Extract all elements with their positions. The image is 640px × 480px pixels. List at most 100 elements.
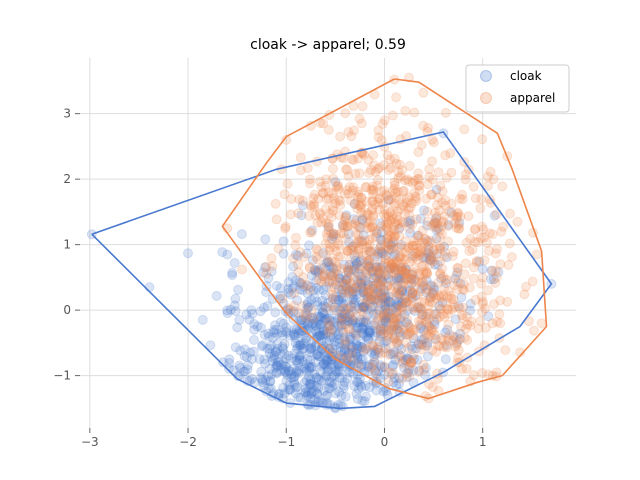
point-apparel <box>382 330 393 341</box>
point-cloak <box>386 240 397 251</box>
point-apparel <box>435 180 446 191</box>
point-cloak <box>325 332 336 342</box>
point-apparel <box>414 270 425 281</box>
point-apparel <box>366 362 377 373</box>
point-apparel <box>401 194 412 205</box>
point-cloak <box>312 311 323 321</box>
point-apparel <box>443 336 454 346</box>
point-cloak <box>328 263 339 274</box>
point-apparel <box>413 268 424 279</box>
point-apparel <box>459 279 469 290</box>
point-cloak <box>346 341 357 352</box>
point-apparel <box>353 189 364 200</box>
point-apparel <box>378 265 389 276</box>
point-apparel <box>306 304 317 315</box>
point-apparel <box>452 262 463 273</box>
point-apparel <box>357 236 368 247</box>
chart-title: cloak -> apparel; 0.59 <box>250 37 406 53</box>
point-cloak <box>257 374 268 385</box>
point-apparel <box>343 287 354 297</box>
point-apparel <box>362 287 373 298</box>
point-apparel <box>461 237 472 248</box>
point-cloak <box>340 280 351 291</box>
point-cloak <box>372 251 383 262</box>
point-apparel <box>452 207 463 218</box>
point-apparel <box>305 200 316 211</box>
point-cloak <box>423 244 434 255</box>
point-cloak <box>426 251 437 262</box>
point-apparel <box>441 298 451 309</box>
point-cloak <box>454 217 465 228</box>
point-cloak <box>396 285 407 296</box>
point-apparel <box>383 349 394 360</box>
point-cloak <box>355 255 366 266</box>
point-apparel <box>324 245 335 256</box>
point-apparel <box>338 288 349 299</box>
point-apparel <box>455 193 465 204</box>
point-apparel <box>479 255 490 266</box>
point-cloak <box>360 316 371 327</box>
point-cloak <box>358 301 369 312</box>
point-cloak <box>356 381 367 392</box>
point-apparel <box>416 242 427 253</box>
point-cloak <box>406 341 417 352</box>
point-cloak <box>318 375 329 386</box>
point-apparel <box>345 288 356 299</box>
point-cloak <box>357 322 367 333</box>
point-cloak <box>355 338 366 349</box>
point-cloak <box>364 382 375 393</box>
point-cloak <box>402 286 413 297</box>
point-cloak <box>280 366 291 377</box>
point-cloak <box>320 370 331 381</box>
point-apparel <box>355 200 366 211</box>
point-cloak <box>348 306 359 317</box>
point-apparel <box>390 187 401 198</box>
point-apparel <box>346 345 357 356</box>
point-apparel <box>460 323 471 334</box>
point-cloak <box>271 346 282 357</box>
point-cloak <box>258 267 269 278</box>
point-apparel <box>383 238 394 249</box>
point-cloak <box>358 302 369 313</box>
point-apparel <box>393 167 404 178</box>
point-cloak <box>371 385 382 396</box>
point-cloak <box>278 318 289 329</box>
point-apparel <box>280 223 291 234</box>
point-cloak <box>303 371 314 382</box>
point-apparel <box>433 340 444 351</box>
point-apparel <box>335 131 346 142</box>
point-apparel <box>443 308 453 319</box>
point-apparel <box>436 303 447 314</box>
point-cloak <box>309 369 320 380</box>
point-cloak <box>336 292 347 303</box>
point-apparel <box>414 174 424 185</box>
point-apparel <box>273 243 284 254</box>
point-apparel <box>350 218 361 229</box>
point-apparel <box>384 194 395 205</box>
hull-cloak <box>91 131 553 410</box>
point-cloak <box>351 377 362 387</box>
point-cloak <box>406 273 417 284</box>
point-apparel <box>304 211 315 221</box>
point-cloak <box>318 307 328 318</box>
point-cloak <box>351 340 362 351</box>
point-cloak <box>235 362 246 373</box>
point-apparel <box>400 254 411 265</box>
point-apparel <box>338 324 348 335</box>
point-cloak <box>380 250 391 261</box>
point-cloak <box>224 358 235 368</box>
point-apparel <box>407 287 418 298</box>
point-cloak <box>380 270 391 281</box>
point-cloak <box>396 266 407 277</box>
point-cloak <box>330 369 341 379</box>
point-cloak <box>375 323 386 334</box>
point-cloak <box>385 297 396 308</box>
point-cloak <box>229 300 240 311</box>
point-cloak <box>295 392 306 403</box>
point-cloak <box>306 270 317 281</box>
point-apparel <box>430 222 441 233</box>
point-cloak <box>387 304 398 315</box>
point-cloak <box>285 289 296 300</box>
point-apparel <box>412 290 423 301</box>
point-apparel <box>382 237 393 248</box>
